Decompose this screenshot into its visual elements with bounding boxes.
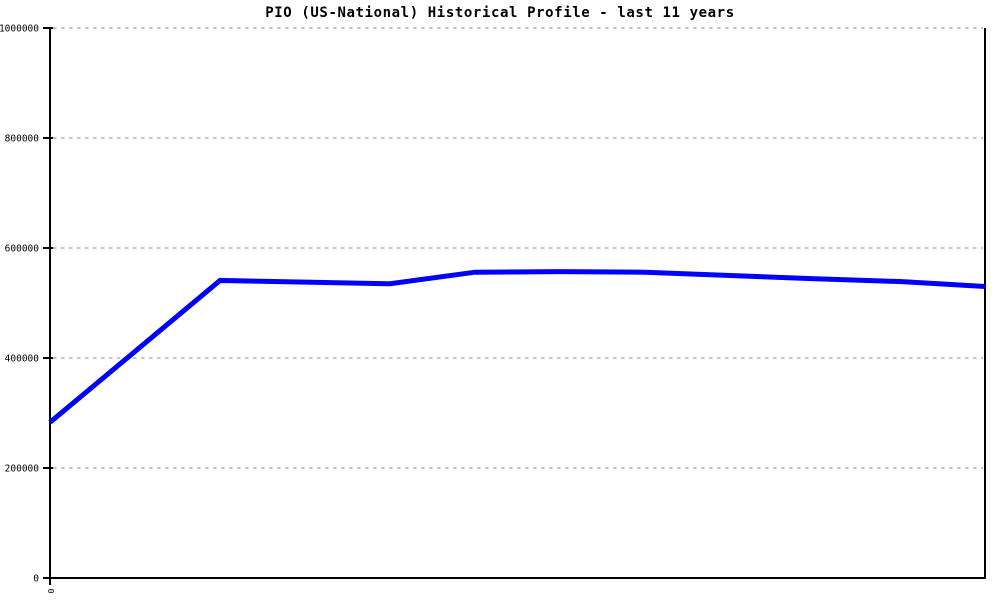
y-axis-tick-label: 200000 xyxy=(5,464,40,475)
chart-title: PIO (US-National) Historical Profile - l… xyxy=(265,5,735,21)
y-axis-tick-label: 800000 xyxy=(5,134,40,145)
y-axis-tick-label: 400000 xyxy=(5,354,40,365)
y-axis-tick-label: 600000 xyxy=(5,244,40,255)
axis-frame xyxy=(49,28,986,579)
y-axis-tick-label: 0 xyxy=(33,574,39,585)
x-axis-tick-label: 0 xyxy=(46,589,55,594)
y-axis-tick-label: 1000000 xyxy=(0,24,39,35)
series-line xyxy=(48,269,986,425)
